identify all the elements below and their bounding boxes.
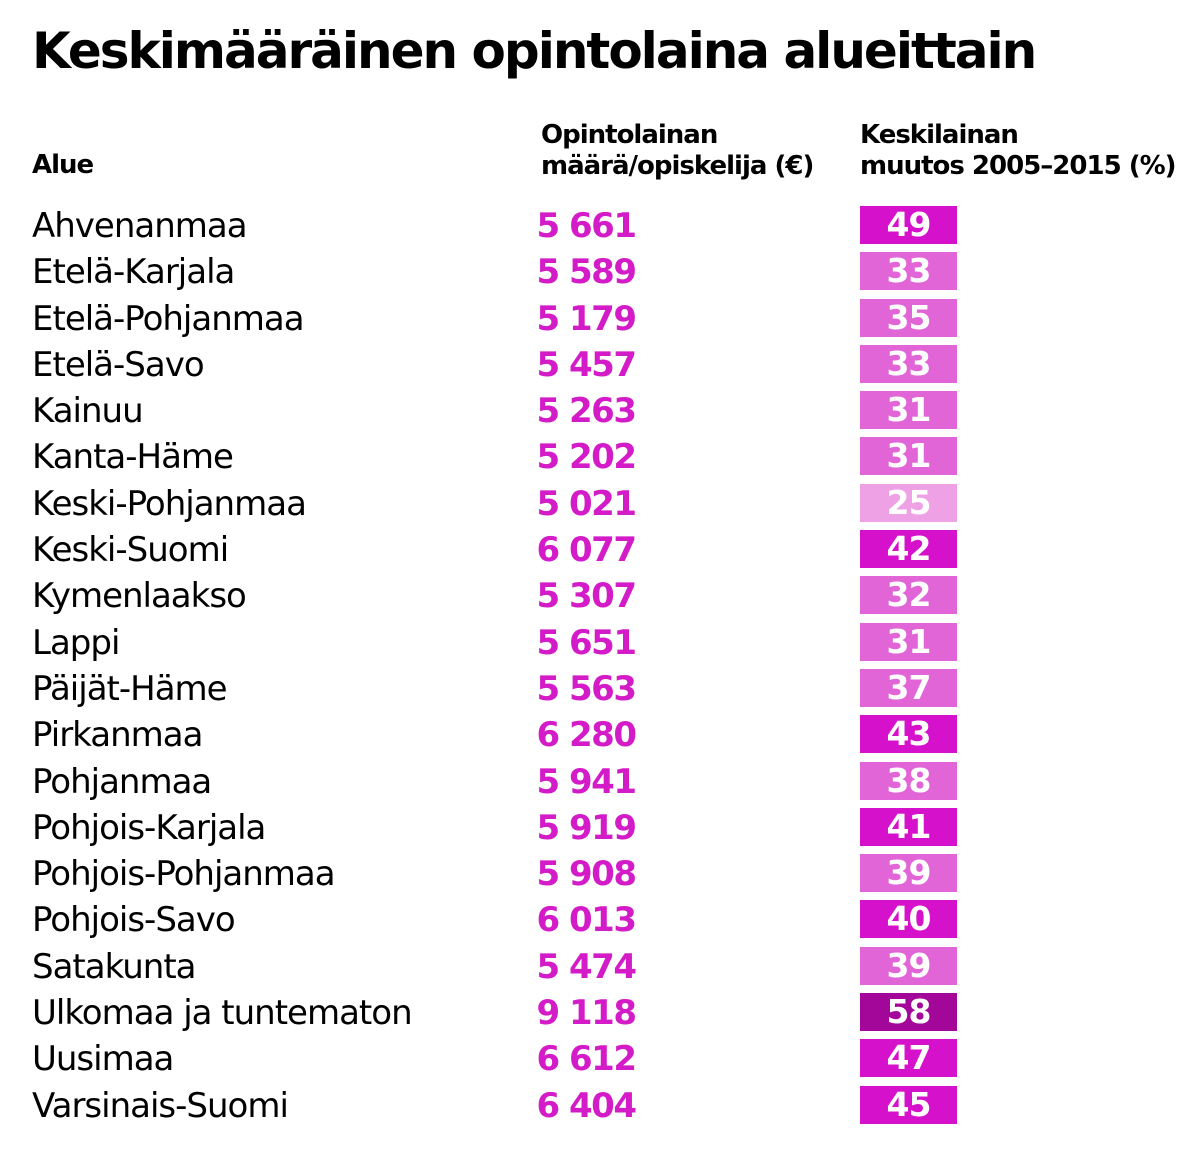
change-percent-box: 45 [860,1085,957,1124]
region-label: Etelä-Pohjanmaa [32,298,305,339]
change-percent-box: 39 [860,946,957,985]
change-percent-box: 43 [860,715,957,754]
loan-amount-value: 9 118 [536,993,637,1034]
loan-amount-value: 5 661 [536,206,637,246]
change-percent-box: 31 [860,622,957,661]
table-row: Pirkanmaa 6 280 43 [0,712,1199,758]
loan-amount-value: 5 457 [536,344,637,385]
change-percent-box: 39 [860,854,957,893]
region-label: Pohjanmaa [32,761,212,802]
loan-amount-value: 5 941 [536,761,637,802]
loan-amount-value: 5 919 [536,807,637,848]
region-label: Kanta-Häme [32,437,234,478]
table-row: Etelä-Karjala 5 589 33 [0,249,1199,295]
table-row: Varsinais-Suomi 6 404 45 [0,1083,1199,1129]
region-label: Pirkanmaa [32,715,203,756]
change-percent-box: 47 [860,1039,957,1078]
column-header-amount-line1: Opintolainan [541,120,718,150]
region-label: Kainuu [32,391,144,432]
loan-amount-value: 6 013 [536,900,637,941]
loan-amount-value: 5 263 [536,391,637,432]
loan-amount-value: 5 908 [536,854,637,895]
table-row: Kanta-Häme 5 202 31 [0,434,1199,480]
loan-amount-value: 5 202 [536,437,637,478]
change-percent-box: 41 [860,807,957,846]
table-row: Uusimaa 6 612 47 [0,1036,1199,1082]
region-label: Satakunta [32,946,196,987]
change-percent-box: 33 [860,252,957,291]
table-row: Pohjois-Pohjanmaa 5 908 39 [0,851,1199,897]
table-row: Kainuu 5 263 31 [0,388,1199,434]
table-row: Keski-Suomi 6 077 42 [0,527,1199,573]
region-label: Lappi [32,622,120,663]
region-label: Ahvenanmaa [32,206,248,246]
table-row: Pohjois-Savo 6 013 40 [0,897,1199,943]
column-header-change-line2: muutos 2005–2015 (%) [860,151,1177,181]
column-header-change: Keskilainan muutos 2005–2015 (%) [860,120,1177,182]
loan-amount-value: 5 589 [536,252,637,293]
change-percent-box: 35 [860,298,957,337]
table-row: Kymenlaakso 5 307 32 [0,573,1199,619]
loan-amount-value: 6 404 [536,1085,637,1126]
region-label: Varsinais-Suomi [32,1085,289,1126]
table-body: Ahvenanmaa 5 661 49 Etelä-Karjala 5 589 33 Ete… [0,203,1199,1129]
region-label: Pohjois-Savo [32,900,236,941]
region-label: Ulkomaa ja tuntematon [32,993,413,1034]
region-label: Kymenlaakso [32,576,247,617]
region-label: Uusimaa [32,1039,174,1080]
region-label: Keski-Suomi [32,530,229,571]
loan-amount-value: 6 077 [536,530,637,571]
loan-amount-value: 5 651 [536,622,637,663]
table-row: Pohjois-Karjala 5 919 41 [0,805,1199,851]
region-label: Keski-Pohjanmaa [32,483,307,524]
region-label: Etelä-Savo [32,344,205,385]
loan-amount-value: 6 612 [536,1039,637,1080]
table-row: Satakunta 5 474 39 [0,944,1199,990]
change-percent-box: 31 [860,437,957,476]
change-percent-box: 42 [860,530,957,569]
change-percent-box: 38 [860,761,957,800]
table-row: Päijät-Häme 5 563 37 [0,666,1199,712]
region-label: Pohjois-Pohjanmaa [32,854,336,895]
change-percent-box: 25 [860,483,957,522]
table-row: Keski-Pohjanmaa 5 021 25 [0,481,1199,527]
column-header-change-line1: Keskilainan [860,120,1019,150]
loan-amount-value: 5 307 [536,576,637,617]
table-row: Ahvenanmaa 5 661 49 [0,203,1199,249]
region-label: Pohjois-Karjala [32,807,266,848]
column-header-amount-line2: määrä/opiskelija (€) [541,151,814,181]
change-percent-box: 37 [860,668,957,707]
column-header-region: Alue [32,150,94,180]
change-percent-box: 33 [860,344,957,383]
loan-amount-value: 5 179 [536,298,637,339]
table-row: Pohjanmaa 5 941 38 [0,759,1199,805]
change-percent-box: 40 [860,900,957,939]
table-row: Lappi 5 651 31 [0,620,1199,666]
change-percent-box: 58 [860,993,957,1032]
change-percent-box: 32 [860,576,957,615]
loan-amount-value: 6 280 [536,715,637,756]
region-label: Etelä-Karjala [32,252,235,293]
loan-amount-value: 5 474 [536,946,637,987]
change-percent-box: 49 [860,206,957,244]
loan-amount-value: 5 021 [536,483,637,524]
table-row: Ulkomaa ja tuntematon 9 118 58 [0,990,1199,1036]
change-percent-box: 31 [860,391,957,430]
region-label: Päijät-Häme [32,668,228,709]
page-title: Keskimääräinen opintolaina alueittain [32,22,1037,80]
column-header-amount: Opintolainan määrä/opiskelija (€) [541,120,814,182]
loan-amount-value: 5 563 [536,668,637,709]
table-row: Etelä-Savo 5 457 33 [0,342,1199,388]
table-row: Etelä-Pohjanmaa 5 179 35 [0,296,1199,342]
